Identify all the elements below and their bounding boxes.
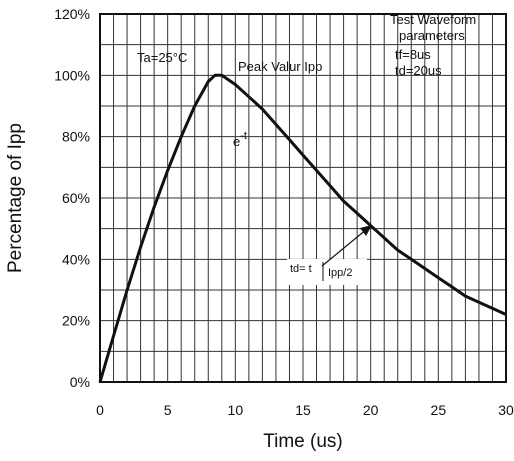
ipp-half-label: Ipp/2	[328, 267, 352, 279]
x-tick-label: 10	[228, 402, 244, 418]
plot-frame	[99, 13, 507, 383]
y-tick-label: 20%	[62, 313, 90, 329]
x-tick-label: 0	[96, 402, 104, 418]
x-tick-label: 5	[164, 402, 172, 418]
td-label: td= t	[290, 263, 312, 275]
x-axis-title: Time (us)	[263, 431, 343, 452]
x-tick-label: 15	[295, 402, 311, 418]
params-title-1: Test Waveform	[390, 12, 476, 27]
y-tick-label: 120%	[54, 6, 90, 22]
decay-label: e-t	[233, 130, 247, 149]
td-label-bg	[287, 259, 367, 285]
y-tick-label: 60%	[62, 190, 90, 206]
y-tick-label: 100%	[54, 67, 90, 83]
x-tick-label: 20	[363, 402, 379, 418]
y-axis-title: Percentage of Ipp	[5, 123, 26, 273]
x-tick-label: 25	[431, 402, 447, 418]
tick-labels: 0 5 10 15 20 25 30 0% 20% 40% 60% 80% 100% 120%	[54, 6, 514, 418]
y-tick-label: 0%	[70, 374, 90, 390]
decay-base: e	[233, 134, 240, 149]
y-tick-label: 80%	[62, 129, 90, 145]
ta-label: Ta=25°C	[137, 50, 187, 65]
waveform-curve	[98, 73, 507, 383]
decay-exp: -t	[240, 130, 247, 142]
peak-label: Peak Valur Ipp	[238, 59, 322, 74]
td-value-label: td=20us	[395, 63, 442, 78]
annotation-arrowhead	[360, 225, 372, 236]
grid-lines	[100, 14, 506, 382]
params-title-2: parameters	[399, 28, 465, 43]
x-tick-label: 30	[498, 402, 514, 418]
y-tick-label: 40%	[62, 251, 90, 267]
tf-label: tf=8us	[395, 47, 431, 62]
annotation-arrow-line	[321, 228, 368, 267]
